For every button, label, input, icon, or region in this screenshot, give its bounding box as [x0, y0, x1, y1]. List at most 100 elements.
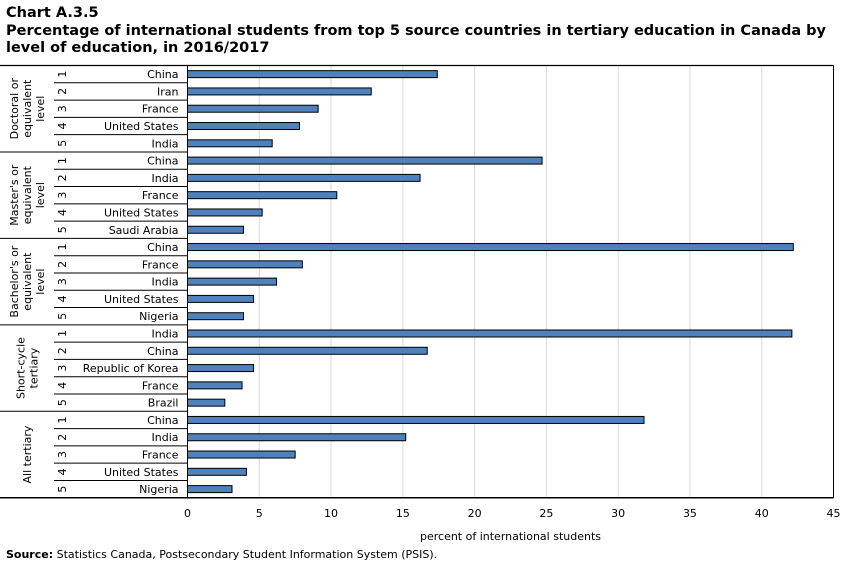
country-label: Republic of Korea — [83, 362, 179, 375]
group-label: Short-cycletertiary — [15, 337, 41, 399]
x-tick-label: 35 — [683, 507, 697, 520]
source-text: Statistics Canada, Postsecondary Student… — [56, 548, 438, 561]
rank-label: 1 — [56, 416, 69, 423]
x-tick-label: 0 — [184, 507, 191, 520]
bar-united-states — [187, 294, 255, 303]
x-tick-label: 40 — [755, 507, 769, 520]
rank-label: 2 — [56, 347, 69, 354]
country-label: China — [147, 155, 178, 168]
x-tick-label: 30 — [611, 507, 625, 520]
country-label: United States — [104, 120, 179, 133]
rank-label: 4 — [56, 123, 69, 130]
bar-united-states — [187, 467, 247, 476]
bar-united-states — [187, 122, 300, 131]
chart-id: Chart A.3.5 — [6, 5, 99, 21]
rank-label: 3 — [56, 365, 69, 372]
country-label: China — [147, 241, 178, 254]
bar-iran — [187, 87, 372, 96]
bar-france — [187, 104, 319, 113]
country-label: Saudi Arabia — [109, 224, 179, 237]
rank-label: 1 — [56, 330, 69, 337]
rank-label: 2 — [56, 434, 69, 441]
group-label: Doctoral orequivalentlevel — [8, 78, 47, 140]
bar-france — [187, 381, 243, 390]
bar-france — [187, 191, 338, 200]
bar-france — [187, 450, 296, 459]
group-label-line: Doctoral or — [8, 78, 21, 140]
country-label: China — [147, 68, 178, 81]
x-tick-label: 25 — [539, 507, 553, 520]
bar-china — [187, 70, 438, 79]
bar-india — [187, 173, 421, 182]
rank-label: 2 — [56, 261, 69, 268]
rank-label: 5 — [56, 399, 69, 406]
bar-nigeria — [187, 485, 233, 494]
rank-label: 3 — [56, 105, 69, 112]
bar-china — [187, 156, 543, 165]
group-label: All tertiary — [21, 425, 34, 483]
rank-label: 3 — [56, 192, 69, 199]
country-label: France — [142, 379, 179, 392]
country-label: Brazil — [148, 397, 179, 410]
bar-china — [187, 346, 428, 355]
rank-label: 4 — [56, 295, 69, 302]
rank-label: 3 — [56, 278, 69, 285]
rank-label: 4 — [56, 468, 69, 475]
bar-india — [187, 433, 407, 442]
group-label-line: level — [34, 182, 47, 208]
x-tick-label: 45 — [827, 507, 841, 520]
bar-saudi-arabia — [187, 225, 244, 234]
group-label: Bachelor's orequivalentlevel — [8, 245, 47, 317]
bar-india — [187, 139, 273, 148]
group-label-line: level — [34, 96, 47, 122]
x-tick-label: 10 — [324, 507, 338, 520]
source-label: Source: — [6, 548, 54, 561]
rank-label: 1 — [56, 244, 69, 251]
group-label: Master's orequivalentlevel — [8, 164, 47, 226]
group-label-line: All tertiary — [21, 425, 34, 483]
rank-label: 3 — [56, 451, 69, 458]
rank-label: 5 — [56, 486, 69, 493]
group-label-line: level — [34, 269, 47, 295]
group-label-line: equivalent — [21, 79, 34, 138]
group-label-line: Short-cycle — [15, 337, 28, 399]
country-label: China — [147, 414, 178, 427]
country-label: Nigeria — [139, 483, 178, 496]
rank-label: 4 — [56, 382, 69, 389]
rank-label: 4 — [56, 209, 69, 216]
country-label: Iran — [157, 85, 179, 98]
rank-label: 5 — [56, 313, 69, 320]
source-note: Source: Statistics Canada, Postsecondary… — [6, 548, 437, 561]
bar-brazil — [187, 398, 226, 407]
group-label-line: equivalent — [21, 165, 34, 224]
country-label: India — [152, 276, 179, 289]
bar-india — [187, 329, 793, 338]
chart-title: Percentage of international students fro… — [6, 23, 827, 56]
x-tick-label: 15 — [396, 507, 410, 520]
x-tick-label: 5 — [256, 507, 263, 520]
rank-label: 5 — [56, 226, 69, 233]
rank-label: 1 — [56, 71, 69, 78]
bar-china — [187, 415, 645, 424]
group-label-line: Bachelor's or — [8, 245, 21, 317]
country-label: France — [142, 103, 179, 116]
country-label: France — [142, 258, 179, 271]
country-label: Nigeria — [139, 310, 178, 323]
x-axis-label: percent of international students — [420, 530, 601, 543]
x-tick-label: 20 — [468, 507, 482, 520]
country-label: India — [152, 137, 179, 150]
rank-label: 2 — [56, 174, 69, 181]
country-label: India — [152, 327, 179, 340]
bar-india — [187, 277, 278, 286]
group-label-line: Master's or — [8, 164, 21, 226]
country-label: United States — [104, 206, 179, 219]
group-label-line: tertiary — [28, 347, 41, 388]
rank-label: 1 — [56, 157, 69, 164]
country-label: China — [147, 345, 178, 358]
country-label: India — [152, 431, 179, 444]
bar-china — [187, 243, 794, 252]
bar-republic-of-korea — [187, 364, 255, 373]
country-label: France — [142, 449, 179, 462]
